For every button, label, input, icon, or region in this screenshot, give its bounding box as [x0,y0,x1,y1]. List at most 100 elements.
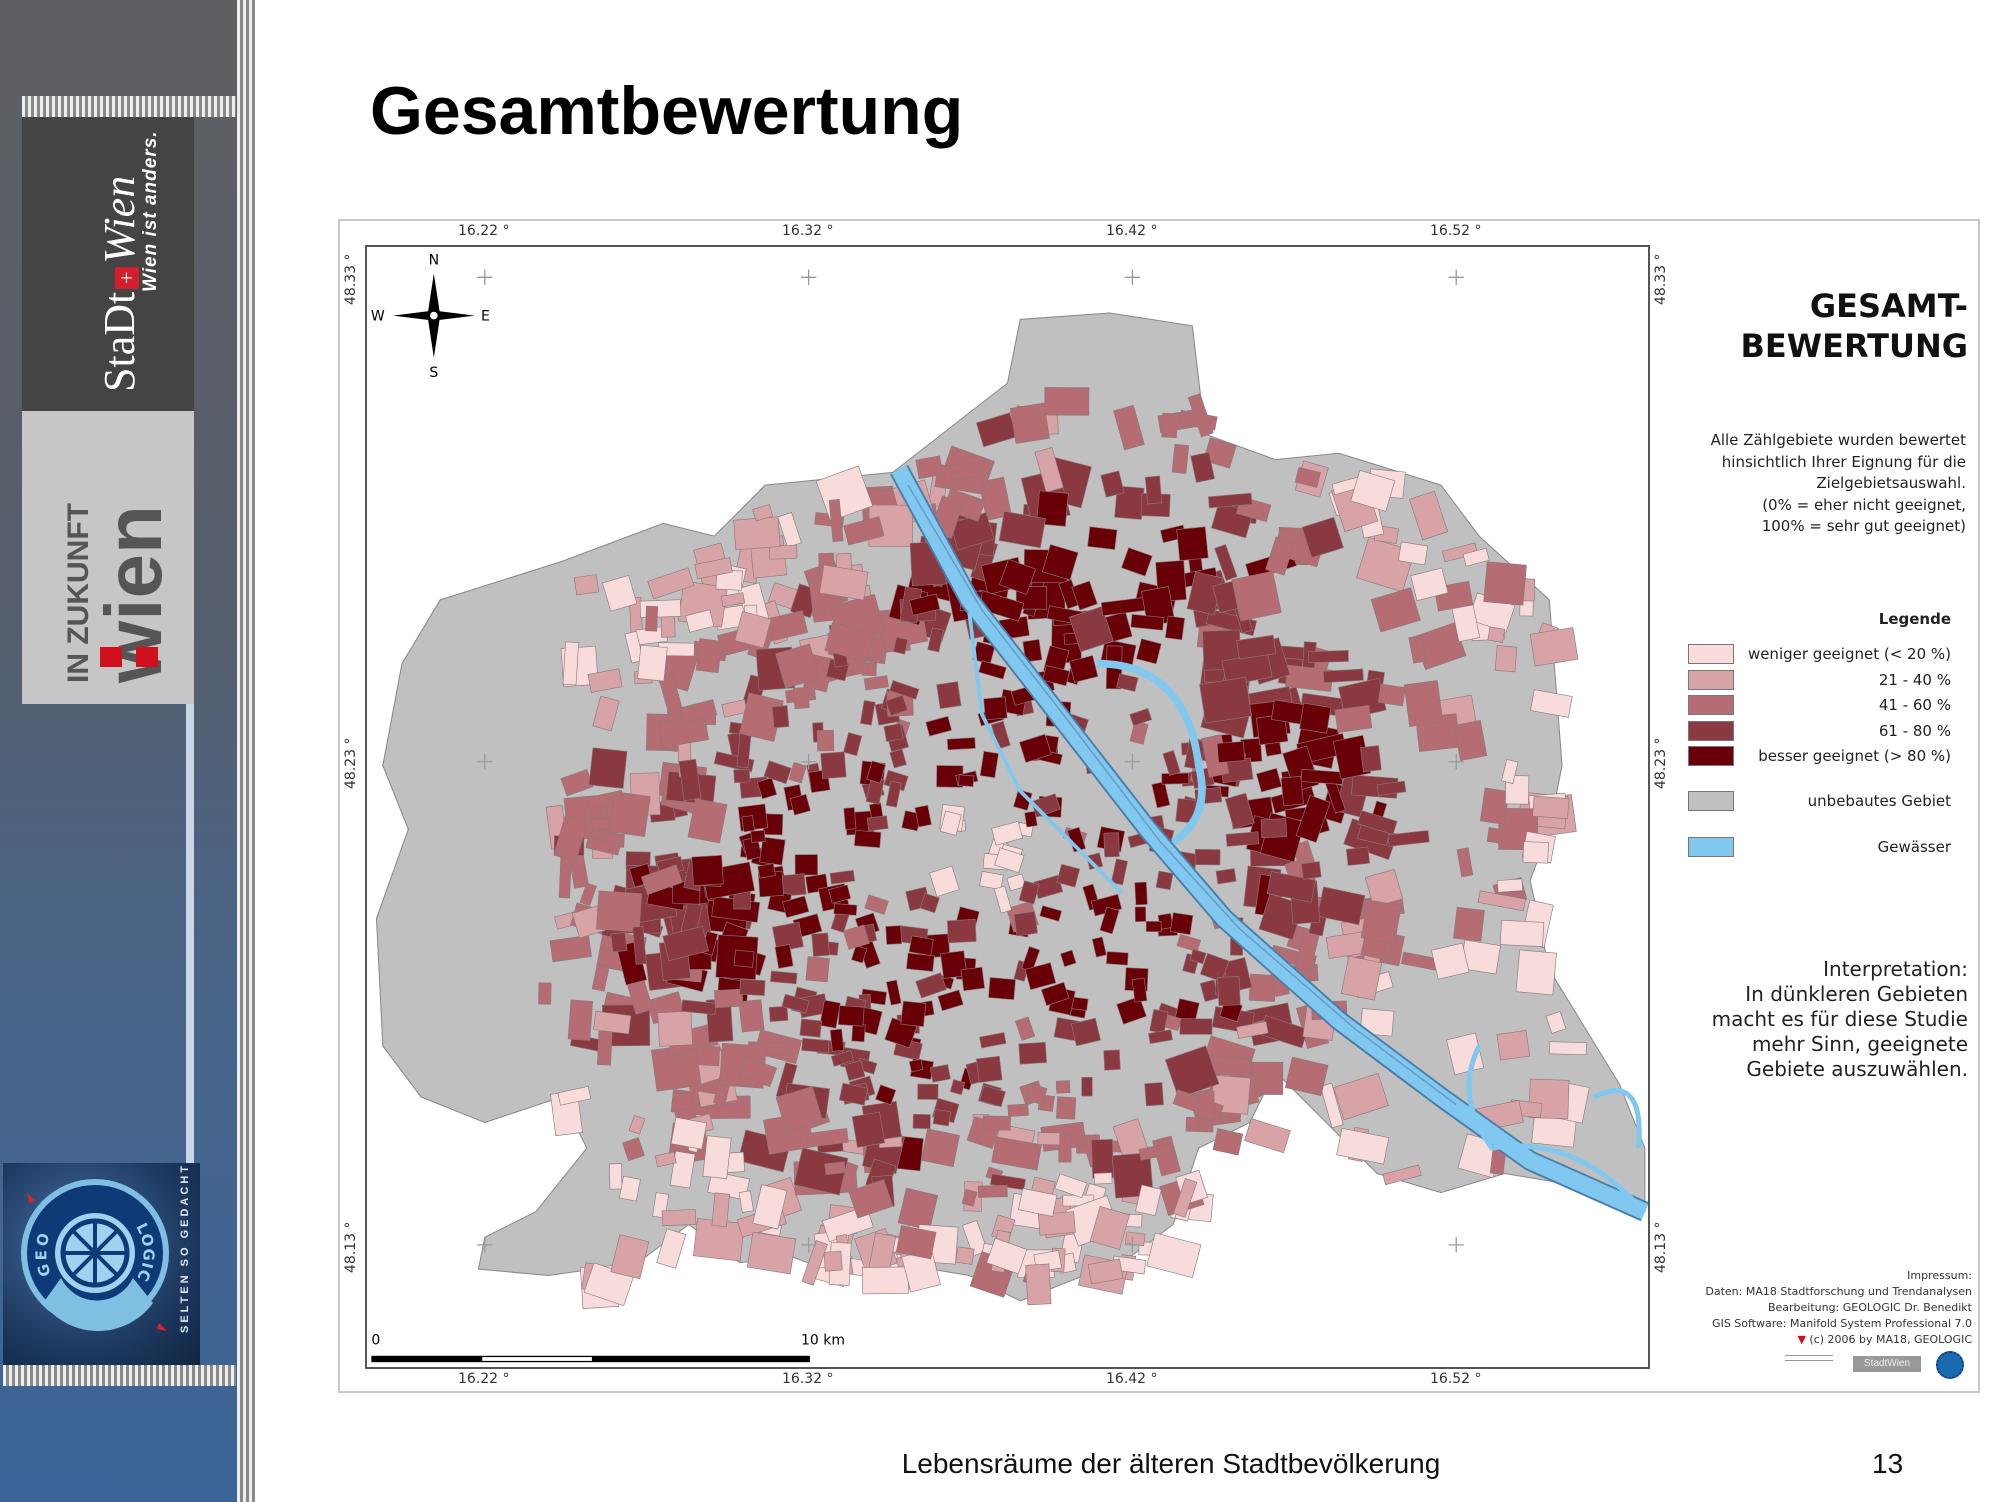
district-patch [1113,404,1145,451]
district-patch [661,1209,697,1227]
grid-cross [800,1237,817,1253]
district-patch [991,820,1024,846]
district-patch [1496,878,1523,893]
district-patch [1155,870,1174,891]
district-patch [1214,544,1238,581]
lon-tick-top: 16.52 ° [1430,223,1482,239]
district-patch [1145,921,1162,933]
ma18-logo-icon: ▼ [1797,1333,1806,1346]
grid-cross [1124,269,1141,285]
scale-end: 10 km [801,1332,845,1348]
logo-slogan: Wien ist anders. [140,130,161,292]
district-patch [746,1231,797,1275]
district-patch [562,641,579,686]
district-patch [742,836,763,861]
district-patch [695,638,723,674]
district-patch [1144,475,1163,505]
district-patch [768,1005,789,1023]
district-patch [647,567,695,600]
district-patch [801,1240,828,1286]
district-patch [1131,977,1148,1003]
district-patch [1025,1263,1052,1306]
map-description: Alle Zählgebiete wurden bewertet hinsich… [1711,430,1966,538]
district-patch [792,686,810,710]
district-patch [1501,759,1519,784]
district-patch [1162,750,1181,776]
grid-cross [477,1237,493,1253]
district-patch [1456,847,1474,878]
district-patch [977,1185,1008,1198]
district-patch [637,644,668,682]
district-patch [1265,536,1295,576]
district-patch [610,1234,650,1280]
district-patch [585,837,621,856]
district-patch [900,1000,927,1027]
district-patch [1148,1029,1173,1045]
geologic-small-logo-icon [1936,1351,1964,1379]
district-patch [929,865,960,898]
district-patch [828,499,844,543]
district-patch [915,455,944,480]
district-patch [979,750,999,779]
district-patch [1129,708,1153,727]
side-arm [1466,1044,1642,1201]
district-patch [1545,1011,1567,1034]
district-patch [908,935,934,956]
map-heading-line: BEWERTUNG [1740,327,1968,365]
district-patch [991,1136,1042,1171]
district-patch [775,1086,824,1134]
legend-label: weniger geeignet (< 20 %) [1747,645,1951,663]
district-patch [687,798,728,844]
district-patch [1055,1096,1077,1120]
description-line: hinsichtlich Ihrer Eignung für die [1721,452,1966,471]
lat-tick-right: 48.13 ° [1653,1221,1669,1273]
district-patch [1134,906,1147,922]
district-patch [998,558,1037,595]
district-patch [733,949,755,968]
district-patch [883,723,904,742]
district-patch [738,1190,754,1213]
district-patch [567,999,594,1041]
district-patch [628,1114,646,1135]
map-frame [365,245,1650,1369]
district-patch [909,593,941,616]
interpretation-line: mehr Sinn, geeignete [1751,1032,1968,1056]
district-patch [669,1150,696,1189]
stadt-wien-credit-logo: StadtWien [1853,1356,1921,1372]
description-line: 100% = sehr gut geeignet) [1761,517,1966,535]
district-patch [1018,1041,1047,1065]
compass-rose-icon: N S E W [371,253,490,381]
district-patch [759,836,786,866]
district-patch [1054,1173,1088,1199]
district-patch [781,993,810,1014]
district-patch [656,1228,687,1269]
district-patch [1170,912,1194,935]
district-patch [573,574,600,596]
district-patch [775,643,820,689]
district-patch [587,668,623,693]
district-patch [843,807,857,830]
district-patch [961,1220,989,1257]
district-patch [1370,587,1421,633]
district-patch [1294,466,1321,488]
legend-swatch [1688,695,1734,715]
district-patch [906,952,935,972]
district-patch [1299,702,1332,734]
district-patch [844,1060,866,1082]
district-patch [885,694,908,717]
district-patch [1099,906,1120,935]
district-patch [752,504,774,522]
district-patch [976,1055,1003,1083]
description-line: Zielgebietsauswahl. [1816,474,1966,492]
district-patch [838,1082,869,1106]
district-patch [993,885,1013,914]
district-patch [1070,1017,1101,1047]
district-patch [979,1032,1007,1049]
grid-cross [1124,754,1141,770]
district-patch [1058,1134,1072,1163]
district-patch [602,574,638,612]
district-patch [557,1085,592,1106]
geologic-logo: GEO LOGIC SELTEN SO GEDACHT [3,1163,200,1365]
district-patch [949,1079,966,1096]
district-patch [597,1030,613,1066]
